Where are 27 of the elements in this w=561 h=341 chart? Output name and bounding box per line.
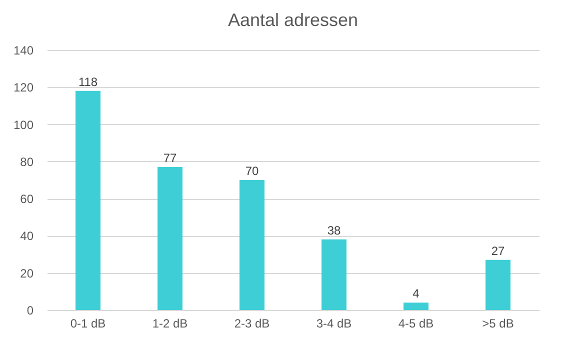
x-tick-label: 3-4 dB bbox=[316, 316, 352, 330]
y-tick-label: 120 bbox=[13, 80, 34, 95]
x-tick-label: 2-3 dB bbox=[234, 316, 270, 330]
data-label: 77 bbox=[163, 151, 177, 165]
x-tick-label: 4-5 dB bbox=[398, 316, 434, 330]
y-tick-label: 40 bbox=[20, 229, 34, 244]
y-tick-label: 140 bbox=[13, 44, 34, 58]
bar bbox=[76, 90, 100, 310]
chart-title: Aantal adressen bbox=[228, 10, 358, 30]
bar bbox=[322, 239, 346, 310]
data-label: 4 bbox=[412, 286, 420, 301]
data-label: 118 bbox=[78, 74, 98, 89]
y-tick-label: 100 bbox=[13, 118, 34, 132]
x-tick-label: 1-2 dB bbox=[152, 316, 188, 330]
x-tick-label: >5 dB bbox=[482, 316, 514, 330]
bar bbox=[486, 260, 510, 310]
x-tick-label: 0-1 dB bbox=[70, 316, 106, 330]
data-label: 27 bbox=[491, 244, 505, 258]
y-tick-label: 60 bbox=[20, 192, 34, 206]
y-tick-label: 20 bbox=[20, 266, 34, 280]
data-label: 38 bbox=[327, 223, 341, 238]
bar bbox=[404, 302, 428, 310]
y-tick-label: 0 bbox=[26, 304, 34, 318]
bar bbox=[158, 167, 182, 310]
bar bbox=[240, 180, 264, 310]
y-tick-label: 80 bbox=[20, 154, 34, 169]
data-label: 70 bbox=[245, 164, 259, 178]
